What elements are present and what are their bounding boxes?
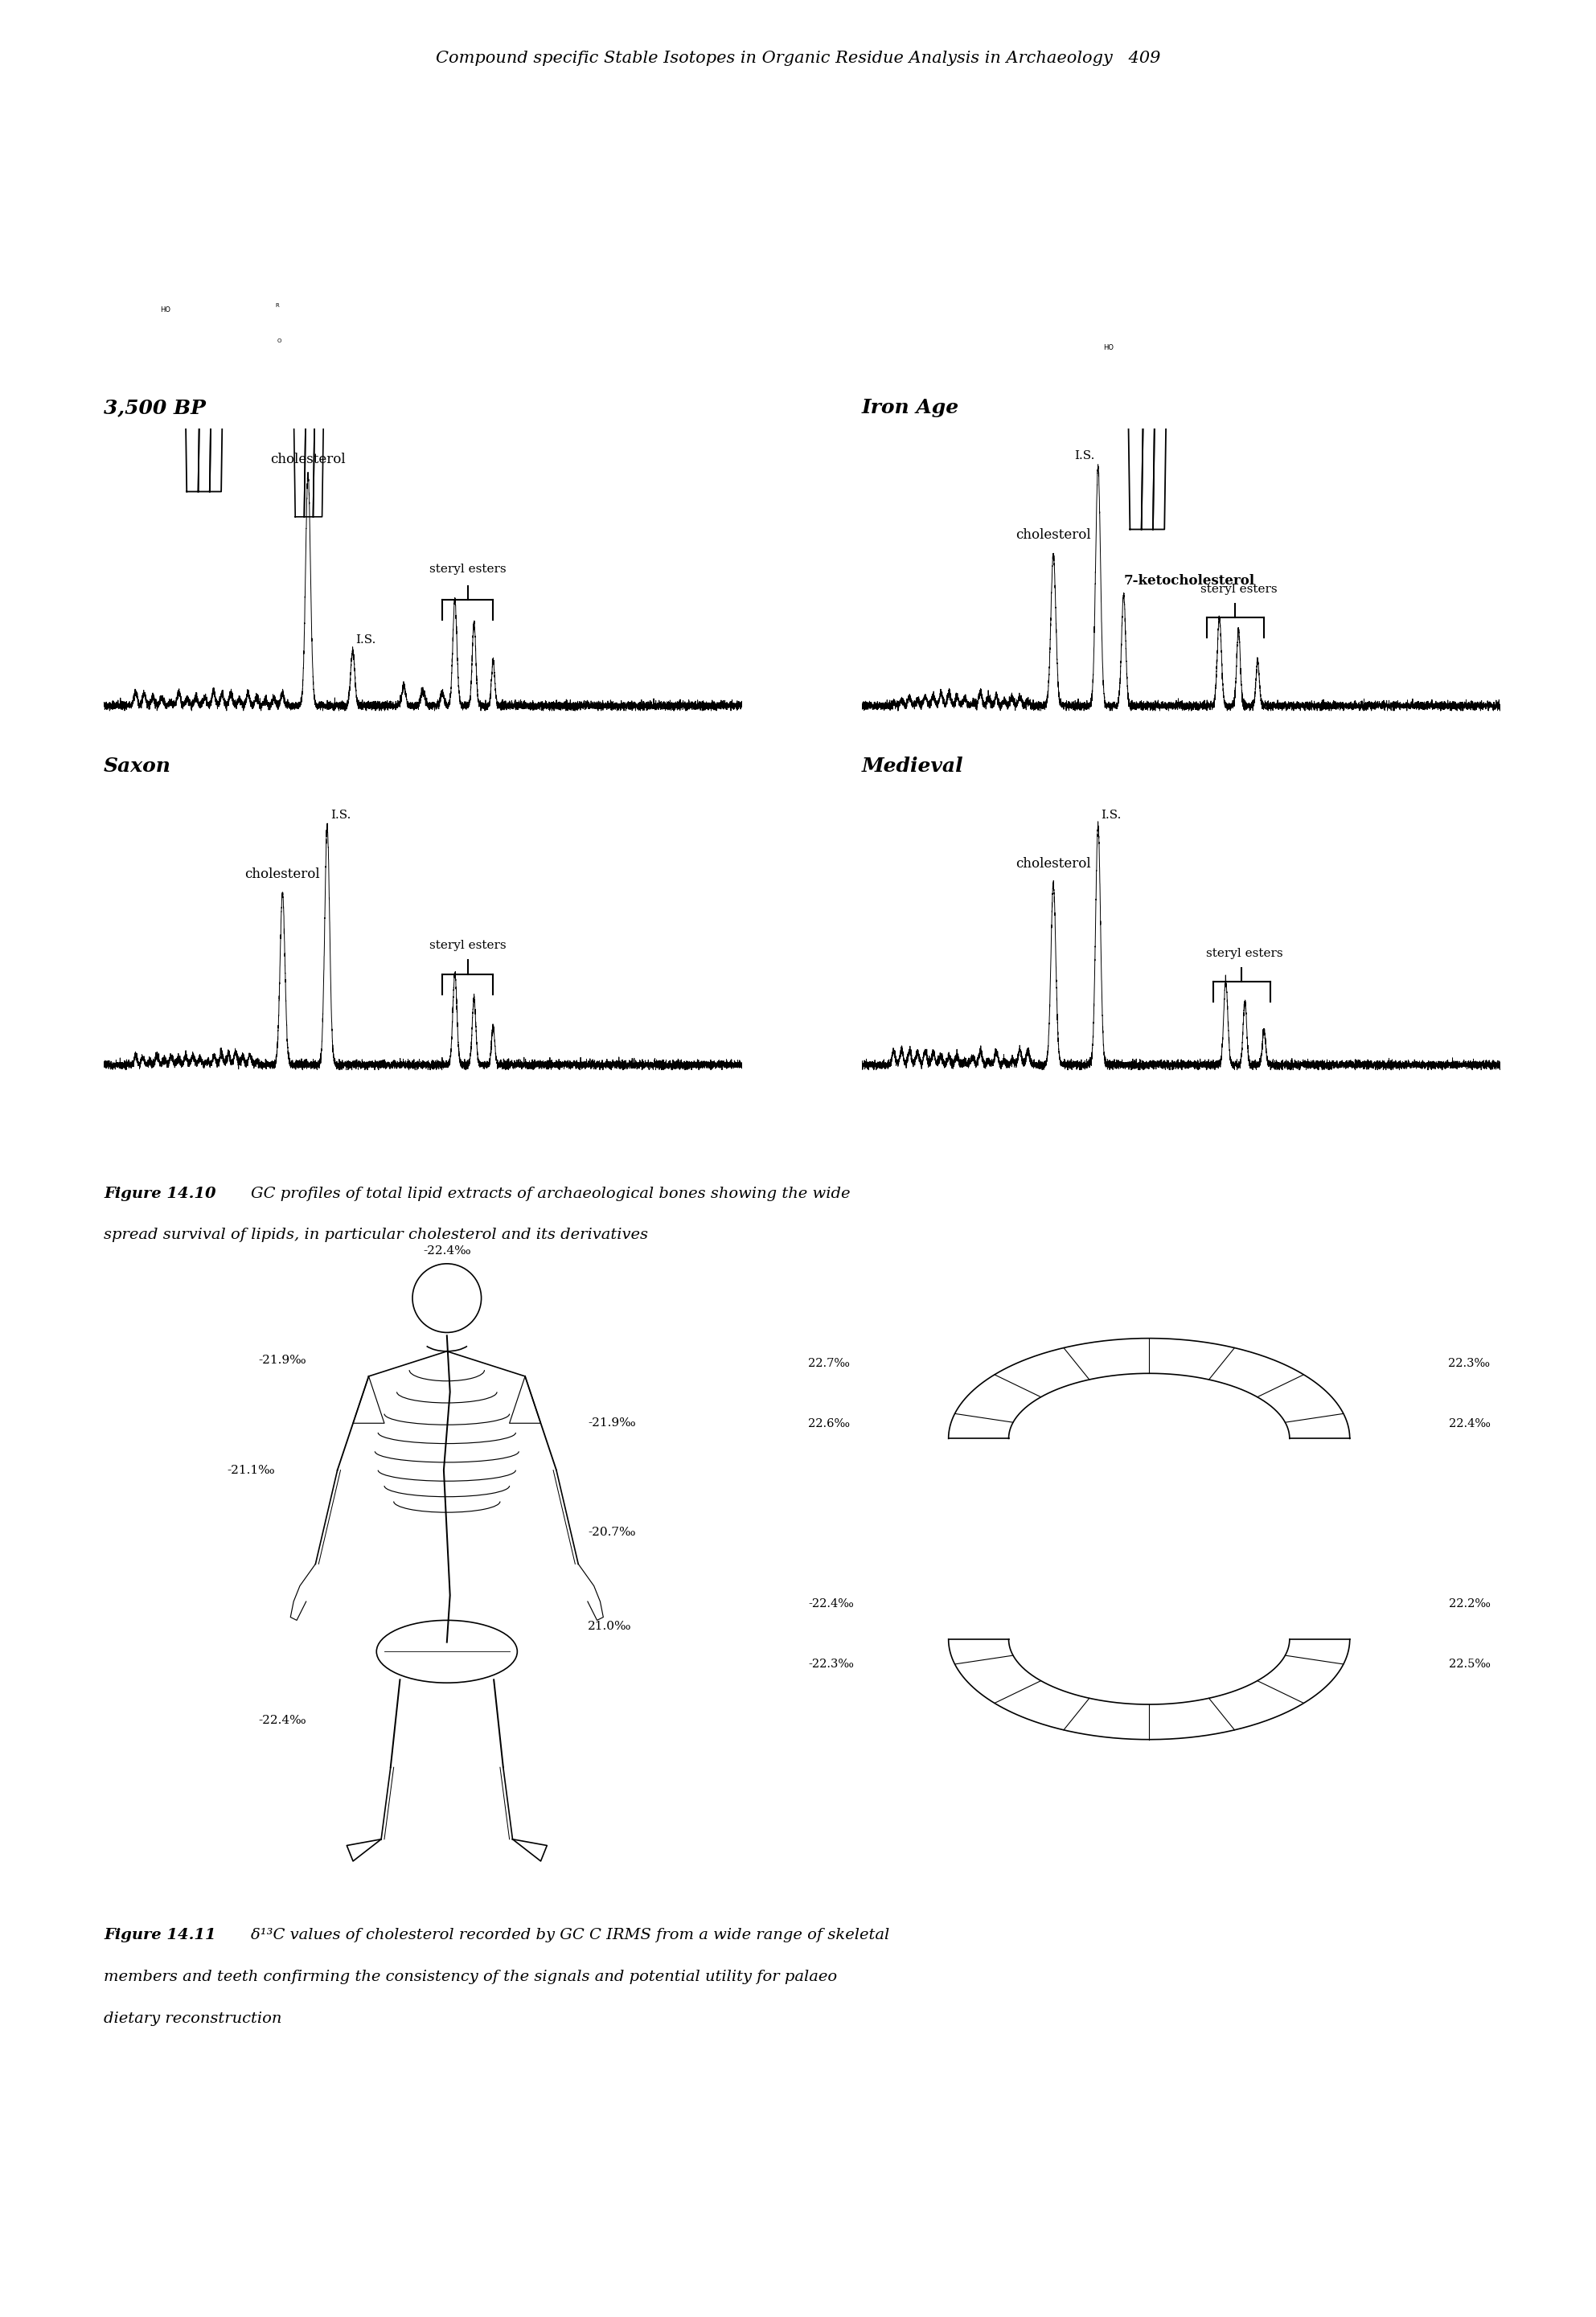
- Text: O: O: [278, 338, 281, 343]
- Text: 22.4‰: 22.4‰: [1449, 1418, 1491, 1430]
- Text: cholesterol: cholesterol: [1015, 528, 1092, 542]
- Text: -21.1‰: -21.1‰: [227, 1464, 275, 1476]
- Text: HO: HO: [160, 306, 171, 313]
- Text: Compound specific Stable Isotopes in Organic Residue Analysis in Archaeology   4: Compound specific Stable Isotopes in Org…: [436, 51, 1160, 67]
- Text: spread survival of lipids, in particular cholesterol and its derivatives: spread survival of lipids, in particular…: [104, 1228, 648, 1242]
- Text: -20.7‰: -20.7‰: [587, 1527, 635, 1538]
- Text: 22.3‰: 22.3‰: [1449, 1358, 1491, 1369]
- Text: 22.2‰: 22.2‰: [1449, 1599, 1491, 1610]
- Text: 21.0‰: 21.0‰: [587, 1622, 632, 1631]
- Text: steryl esters: steryl esters: [429, 941, 506, 952]
- Text: 22.5‰: 22.5‰: [1449, 1659, 1491, 1671]
- Text: -22.4‰: -22.4‰: [259, 1715, 306, 1726]
- Text: 3,500 BP: 3,500 BP: [104, 399, 206, 417]
- Text: HO: HO: [1103, 345, 1114, 352]
- Text: steryl esters: steryl esters: [1200, 584, 1277, 595]
- Text: Iron Age: Iron Age: [862, 399, 959, 417]
- Text: cholesterol: cholesterol: [1015, 857, 1092, 871]
- Text: Figure 14.10: Figure 14.10: [104, 1186, 215, 1200]
- Text: Saxon: Saxon: [104, 758, 171, 776]
- Text: I.S.: I.S.: [356, 635, 377, 644]
- Text: R: R: [276, 304, 279, 308]
- Text: cholesterol: cholesterol: [244, 867, 321, 880]
- Text: Figure 14.11: Figure 14.11: [104, 1928, 215, 1942]
- Text: steryl esters: steryl esters: [1207, 948, 1283, 959]
- Text: I.S.: I.S.: [330, 809, 351, 820]
- Text: cholesterol: cholesterol: [270, 452, 346, 466]
- Text: -21.9‰: -21.9‰: [259, 1355, 306, 1367]
- Text: 7-ketocholesterol: 7-ketocholesterol: [1124, 575, 1254, 586]
- Text: 22.7‰: 22.7‰: [808, 1358, 849, 1369]
- Text: I.S.: I.S.: [1101, 809, 1122, 820]
- Text: -21.9‰: -21.9‰: [587, 1418, 635, 1430]
- Text: δ¹³C values of cholesterol recorded by GC C IRMS from a wide range of skeletal: δ¹³C values of cholesterol recorded by G…: [251, 1928, 889, 1942]
- Text: I.S.: I.S.: [1074, 449, 1095, 461]
- Text: GC profiles of total lipid extracts of archaeological bones showing the wide: GC profiles of total lipid extracts of a…: [251, 1186, 851, 1200]
- Text: dietary reconstruction: dietary reconstruction: [104, 2011, 282, 2025]
- Text: steryl esters: steryl esters: [429, 563, 506, 575]
- Text: -22.4‰: -22.4‰: [423, 1247, 471, 1256]
- Text: 22.6‰: 22.6‰: [808, 1418, 849, 1430]
- Text: Medieval: Medieval: [862, 758, 964, 776]
- Text: -22.3‰: -22.3‰: [808, 1659, 854, 1671]
- Text: members and teeth confirming the consistency of the signals and potential utilit: members and teeth confirming the consist…: [104, 1969, 838, 1983]
- Text: -22.4‰: -22.4‰: [808, 1599, 854, 1610]
